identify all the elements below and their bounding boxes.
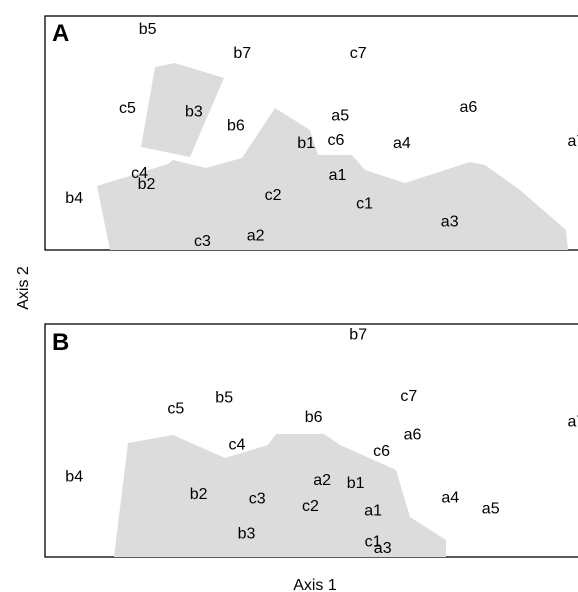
- panel-a-letter: A: [52, 20, 69, 47]
- point-label-a7: a7: [568, 133, 578, 150]
- point-label-c7: c7: [400, 388, 417, 405]
- point-label-a6: a6: [404, 427, 422, 444]
- point-label-a4: a4: [441, 489, 459, 506]
- panel-a-hull-upper: [141, 63, 224, 157]
- point-label-a5: a5: [331, 108, 349, 125]
- point-label-a4: a4: [393, 135, 411, 152]
- point-label-a6: a6: [460, 99, 478, 116]
- point-label-c3: c3: [194, 233, 211, 250]
- point-label-b2: b2: [190, 486, 208, 503]
- point-label-c6: c6: [327, 132, 344, 149]
- panel-b: B b7 c5 b5 c7 b6 a6 a7 c4 c6 b4 a2 b1 b2 c3 c2 a1 a4 a5 b3…: [44, 323, 578, 558]
- point-label-c1: c1: [356, 196, 373, 213]
- point-label-b7: b7: [349, 327, 367, 344]
- point-label-c4: c4: [228, 437, 245, 454]
- point-label-b2: b2: [138, 176, 156, 193]
- point-label-a3: a3: [374, 540, 392, 557]
- point-label-a5: a5: [482, 500, 500, 517]
- point-label-c4: c4: [131, 165, 148, 182]
- point-label-b4: b4: [65, 469, 83, 486]
- point-label-a3: a3: [441, 213, 459, 230]
- panel-a-hull-lower: [97, 108, 568, 250]
- point-label-c2: c2: [265, 187, 282, 204]
- point-label-b3: b3: [238, 526, 256, 543]
- point-label-b1: b1: [297, 135, 315, 152]
- point-label-c5: c5: [167, 400, 184, 417]
- point-label-b1: b1: [347, 475, 365, 492]
- panel-b-points: b7 c5 b5 c7 b6 a6 a7 c4 c6 b4 a2 b1 b2 c3 c2 a1 a4 a5 b3 c1…: [65, 327, 578, 557]
- y-axis-title: Axis 2: [15, 266, 32, 310]
- point-label-c1: c1: [365, 533, 382, 550]
- x-axis-title: Axis 1: [293, 577, 337, 592]
- panel-b-hull: [114, 434, 446, 557]
- point-label-c7: c7: [350, 45, 367, 62]
- point-label-a2: a2: [313, 472, 331, 489]
- point-label-b5: b5: [139, 21, 157, 38]
- point-label-c5: c5: [119, 100, 136, 117]
- point-label-b7: b7: [233, 45, 251, 62]
- point-label-b6: b6: [305, 409, 323, 426]
- point-label-b3: b3: [185, 103, 203, 120]
- panel-b-letter: B: [52, 329, 69, 356]
- point-label-c2: c2: [302, 498, 319, 515]
- point-label-b6: b6: [227, 118, 245, 135]
- point-label-a1: a1: [364, 503, 382, 520]
- point-label-a7: a7: [568, 414, 578, 431]
- point-label-b4: b4: [65, 190, 83, 207]
- point-label-a2: a2: [247, 228, 265, 245]
- point-label-a1: a1: [329, 167, 347, 184]
- point-label-c3: c3: [249, 491, 266, 508]
- point-label-c6: c6: [373, 443, 390, 460]
- point-label-b5: b5: [215, 389, 233, 406]
